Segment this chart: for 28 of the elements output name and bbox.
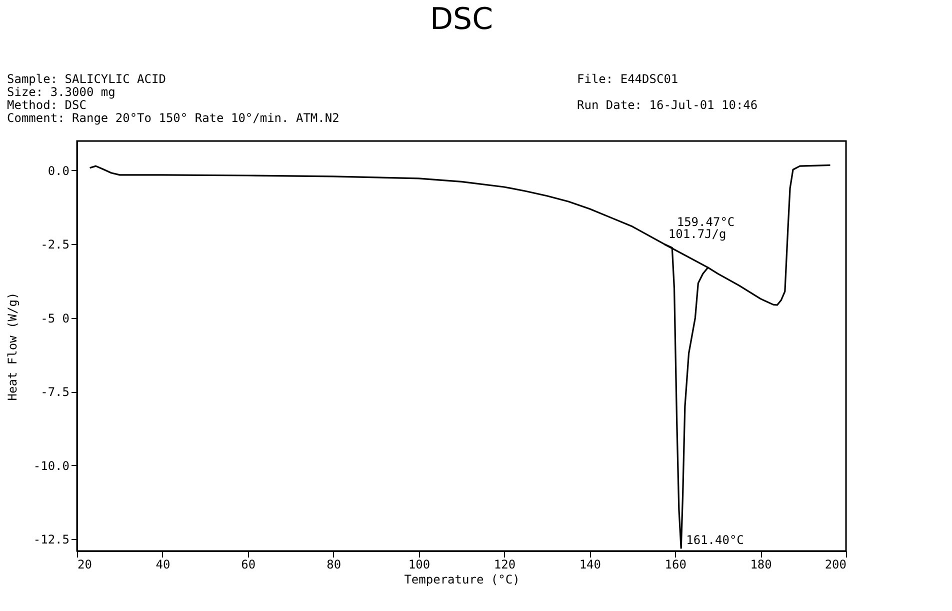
x-axis-title: Temperature (°C) bbox=[404, 572, 520, 586]
y-tick-label: -5 0 bbox=[40, 311, 70, 326]
x-tick-label: 80 bbox=[326, 558, 342, 572]
y-tick-label: -7.5 bbox=[40, 385, 70, 400]
x-tick-label: 100 bbox=[408, 558, 430, 572]
x-tick-label: 60 bbox=[241, 558, 256, 572]
y-tick-label: -10.0 bbox=[33, 458, 70, 473]
text: Sample: SALICYLIC ACID bbox=[7, 72, 166, 86]
text: Run Date: 16-Jul-01 10:46 bbox=[577, 98, 758, 112]
text: File: E44DSC01 bbox=[577, 72, 678, 86]
x-tick-label: 140 bbox=[579, 558, 602, 572]
y-tick-label: -2.5 bbox=[40, 238, 70, 252]
y-axis-title: Heat Flow (W/g) bbox=[5, 292, 20, 401]
x-tick-label: 20 bbox=[78, 558, 92, 572]
y-tick-label: 0.0 bbox=[48, 164, 70, 178]
annotation: 101.7J/g bbox=[668, 227, 726, 242]
text: Method: DSC bbox=[7, 98, 86, 112]
y-tick-label: -12.5 bbox=[33, 532, 70, 547]
chart-title: DSC bbox=[430, 2, 494, 37]
x-tick-label: 120 bbox=[494, 558, 516, 572]
x-tick-label: 180 bbox=[750, 558, 772, 572]
x-tick-label: 40 bbox=[156, 558, 170, 572]
annotation: 161.40°C bbox=[686, 533, 744, 548]
text: Size: 3.3000 mg bbox=[7, 85, 116, 99]
x-tick-label: 160 bbox=[664, 558, 686, 572]
annotation: 159.47°C bbox=[676, 214, 735, 229]
text: Comment: Range 20°To 150° Rate 10°/min. ATM.N2 bbox=[7, 111, 340, 125]
x-tick-label: 200 bbox=[824, 558, 846, 572]
